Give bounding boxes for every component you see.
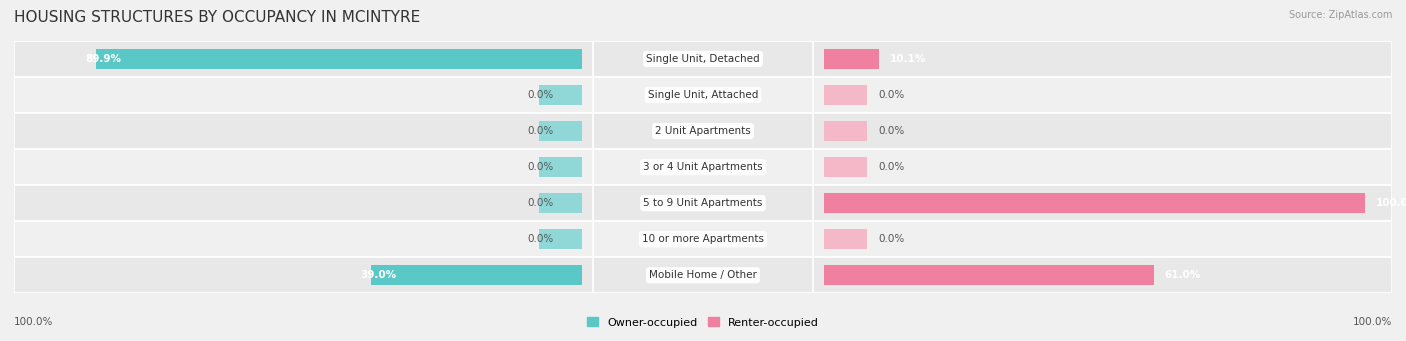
Text: 3 or 4 Unit Apartments: 3 or 4 Unit Apartments [643, 162, 763, 172]
Bar [824, 85, 868, 105]
Text: 0.0%: 0.0% [527, 162, 554, 172]
Legend: Owner-occupied, Renter-occupied: Owner-occupied, Renter-occupied [582, 313, 824, 332]
Text: 100.0%: 100.0% [14, 317, 53, 327]
Text: 61.0%: 61.0% [1164, 270, 1201, 280]
Text: 10 or more Apartments: 10 or more Apartments [643, 234, 763, 244]
Bar [14, 77, 593, 113]
Bar [813, 257, 1392, 293]
Bar [96, 49, 582, 69]
Text: 0.0%: 0.0% [879, 162, 904, 172]
Bar [14, 185, 593, 221]
Text: 0.0%: 0.0% [527, 234, 554, 244]
Bar [593, 221, 813, 257]
Bar [593, 149, 813, 185]
Bar [593, 257, 813, 293]
Text: 89.9%: 89.9% [84, 54, 121, 64]
Text: Source: ZipAtlas.com: Source: ZipAtlas.com [1288, 10, 1392, 20]
Text: 0.0%: 0.0% [879, 126, 904, 136]
Bar [538, 229, 582, 249]
Bar [593, 113, 813, 149]
Bar [14, 221, 593, 257]
Bar [813, 185, 1392, 221]
Text: 0.0%: 0.0% [527, 126, 554, 136]
Bar [813, 221, 1392, 257]
Bar [538, 121, 582, 141]
Bar [593, 77, 813, 113]
Bar [538, 85, 582, 105]
Text: HOUSING STRUCTURES BY OCCUPANCY IN MCINTYRE: HOUSING STRUCTURES BY OCCUPANCY IN MCINT… [14, 10, 420, 25]
Text: 0.0%: 0.0% [879, 234, 904, 244]
Bar [813, 77, 1392, 113]
Bar [824, 49, 879, 69]
Bar [14, 149, 593, 185]
Text: 0.0%: 0.0% [879, 90, 904, 100]
Bar [813, 149, 1392, 185]
Text: 100.0%: 100.0% [1375, 198, 1406, 208]
Bar [538, 157, 582, 177]
Bar [593, 41, 813, 77]
Text: 5 to 9 Unit Apartments: 5 to 9 Unit Apartments [644, 198, 762, 208]
Text: 2 Unit Apartments: 2 Unit Apartments [655, 126, 751, 136]
Bar [824, 229, 868, 249]
Text: Single Unit, Attached: Single Unit, Attached [648, 90, 758, 100]
Text: 10.1%: 10.1% [890, 54, 925, 64]
Bar [813, 113, 1392, 149]
Bar [813, 41, 1392, 77]
Text: 0.0%: 0.0% [527, 198, 554, 208]
Bar [14, 41, 593, 77]
Bar [593, 185, 813, 221]
Text: 100.0%: 100.0% [1353, 317, 1392, 327]
Text: Single Unit, Detached: Single Unit, Detached [647, 54, 759, 64]
Bar [371, 265, 582, 285]
Bar [538, 193, 582, 213]
Text: 39.0%: 39.0% [360, 270, 396, 280]
Bar [14, 113, 593, 149]
Text: Mobile Home / Other: Mobile Home / Other [650, 270, 756, 280]
Bar [14, 257, 593, 293]
Bar [824, 265, 1154, 285]
Text: 0.0%: 0.0% [527, 90, 554, 100]
Bar [824, 121, 868, 141]
Bar [824, 157, 868, 177]
Bar [824, 193, 1365, 213]
